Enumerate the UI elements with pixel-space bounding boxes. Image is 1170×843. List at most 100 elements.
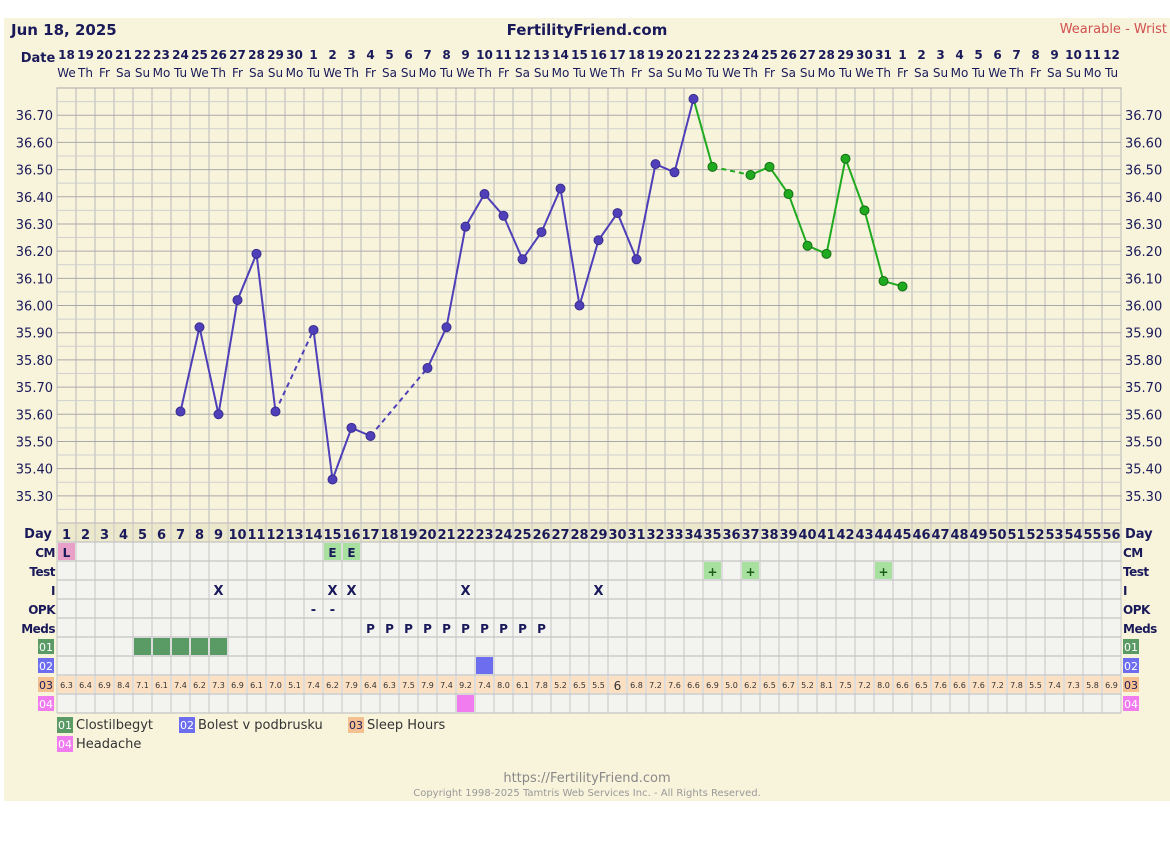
test-value: + bbox=[878, 565, 888, 579]
day-row-label: Day bbox=[24, 527, 52, 542]
temperature-point bbox=[479, 189, 490, 200]
day-number: 17 bbox=[361, 528, 379, 543]
sleep-hours-value: 5.0 bbox=[725, 681, 738, 690]
date-label: 20 bbox=[666, 48, 683, 62]
sleep-hours-value: 5.2 bbox=[801, 681, 814, 690]
test-cell bbox=[742, 562, 759, 579]
weekday-label: We bbox=[57, 66, 76, 80]
weekday-label: Tu bbox=[572, 66, 586, 80]
day-number: 32 bbox=[646, 528, 664, 543]
temperature-point bbox=[688, 93, 699, 104]
sleep-cell bbox=[400, 676, 417, 693]
sleep-cell bbox=[419, 676, 436, 693]
temperature-point bbox=[821, 248, 832, 259]
temperature-point bbox=[745, 170, 756, 180]
day-number: 5 bbox=[138, 528, 147, 543]
sleep-cell bbox=[837, 676, 854, 693]
sleep-hours-value: 7.2 bbox=[649, 681, 662, 690]
temperature-point bbox=[650, 159, 661, 170]
date-label: 31 bbox=[875, 48, 892, 62]
weekday-label: Su bbox=[1066, 66, 1081, 80]
sleep-hours-value: 6 bbox=[614, 679, 622, 693]
cm-cell bbox=[58, 543, 75, 560]
weekday-label: We bbox=[855, 66, 874, 80]
y-tick-label-right: 36.00 bbox=[1125, 300, 1162, 315]
sleep-hours-value: 6.3 bbox=[383, 681, 396, 690]
date-label: 25 bbox=[761, 48, 778, 62]
sleep-hours-value: 7.3 bbox=[212, 681, 225, 690]
sleep-cell bbox=[723, 676, 740, 693]
sleep-hours-value: 7.3 bbox=[1067, 681, 1080, 690]
cm-value: E bbox=[347, 546, 355, 560]
y-tick-label-right: 35.90 bbox=[1125, 327, 1162, 342]
temperature-point bbox=[213, 409, 224, 420]
series-0-segment bbox=[540, 188, 562, 233]
row-label: Meds bbox=[21, 622, 55, 636]
temperature-point bbox=[270, 406, 281, 417]
date-label: 14 bbox=[552, 48, 569, 62]
weekday-label: Fr bbox=[764, 66, 775, 80]
sleep-cell bbox=[894, 676, 911, 693]
date-label: 26 bbox=[210, 48, 227, 62]
sleep-hours-value: 6.9 bbox=[231, 681, 244, 690]
day-number: 44 bbox=[874, 528, 892, 543]
sleep-cell bbox=[229, 676, 246, 693]
day-number: 40 bbox=[798, 528, 816, 543]
temperature-point bbox=[897, 281, 908, 292]
series-0-segment bbox=[236, 253, 258, 301]
weekday-label: Su bbox=[401, 66, 416, 80]
series-0-segment bbox=[578, 239, 600, 306]
legend-label: Clostilbegyt bbox=[76, 718, 153, 733]
weekday-label: Th bbox=[1008, 66, 1024, 80]
y-tick-label-left: 36.70 bbox=[16, 109, 53, 124]
sleep-cell bbox=[248, 676, 265, 693]
series-0-segment bbox=[274, 329, 315, 412]
sleep-hours-value: 7.4 bbox=[440, 681, 453, 690]
day-number: 54 bbox=[1064, 528, 1082, 543]
sleep-cell bbox=[571, 676, 588, 693]
date-label: 9 bbox=[1050, 48, 1058, 62]
weekday-label: Th bbox=[77, 66, 93, 80]
weekday-label: Mo bbox=[1084, 66, 1102, 80]
y-tick-label-left: 35.50 bbox=[16, 435, 53, 450]
day-number: 29 bbox=[589, 528, 607, 543]
site-title[interactable]: FertilityFriend.com bbox=[507, 21, 668, 39]
footer-url[interactable]: https://FertilityFriend.com bbox=[503, 771, 670, 786]
sleep-hours-value: 7.5 bbox=[402, 681, 415, 690]
day-number: 2 bbox=[81, 528, 90, 543]
sleep-cell bbox=[533, 676, 550, 693]
day-number: 35 bbox=[703, 528, 721, 543]
sleep-cell bbox=[856, 676, 873, 693]
series-1-segment bbox=[787, 193, 809, 247]
date-label: 30 bbox=[856, 48, 873, 62]
date-label: 28 bbox=[818, 48, 835, 62]
sleep-hours-value: 7.2 bbox=[858, 681, 871, 690]
y-tick-label-right: 36.30 bbox=[1125, 218, 1162, 233]
temperature-point bbox=[764, 161, 775, 172]
sleep-cell bbox=[818, 676, 835, 693]
series-0-segment bbox=[369, 367, 429, 437]
sleep-hours-value: 6.5 bbox=[573, 681, 586, 690]
custom01-cell bbox=[153, 638, 170, 655]
sleep-hours-value: 5.5 bbox=[592, 681, 605, 690]
sleep-hours-value: 7.1 bbox=[136, 681, 149, 690]
series-1-segment bbox=[712, 165, 751, 176]
date-label: 23 bbox=[153, 48, 170, 62]
sleep-hours-value: 6.2 bbox=[193, 681, 206, 690]
temperature-point bbox=[327, 474, 338, 485]
date-label: 13 bbox=[533, 48, 550, 62]
custom-code-label-right: 04 bbox=[1124, 698, 1138, 711]
custom-code-label: 04 bbox=[39, 698, 53, 711]
intercourse-mark: X bbox=[327, 584, 337, 599]
sleep-cell bbox=[1008, 676, 1025, 693]
meds-mark: P bbox=[480, 622, 489, 636]
y-tick-label-left: 36.50 bbox=[16, 164, 53, 179]
y-tick-label-right: 35.50 bbox=[1125, 435, 1162, 450]
sleep-hours-value: 6.7 bbox=[782, 681, 795, 690]
date-label: 7 bbox=[1012, 48, 1020, 62]
weekday-label: Fr bbox=[631, 66, 642, 80]
date-label: 26 bbox=[780, 48, 797, 62]
weekday-label: Mo bbox=[685, 66, 703, 80]
temperature-point bbox=[422, 363, 433, 374]
weekday-label: Fr bbox=[897, 66, 908, 80]
